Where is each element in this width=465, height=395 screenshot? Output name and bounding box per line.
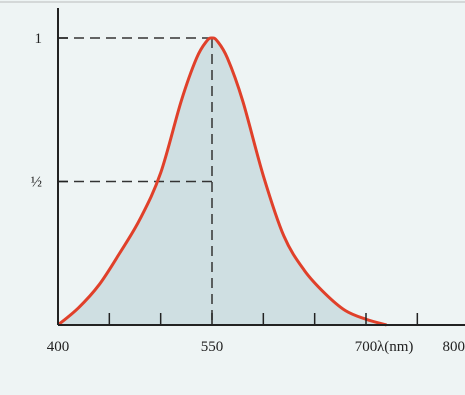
x-tick-label: 700 — [355, 339, 378, 355]
x-axis-label: λ(nm) — [377, 339, 413, 355]
area-fill — [58, 37, 387, 325]
y-tick-label: 1 — [35, 31, 43, 47]
x-tick-label: 550 — [201, 339, 224, 355]
y-tick-label: ½ — [31, 175, 42, 191]
x-tick-label: 800 — [443, 339, 465, 355]
curve-line — [57, 36, 387, 327]
x-tick-label: 400 — [47, 339, 70, 355]
